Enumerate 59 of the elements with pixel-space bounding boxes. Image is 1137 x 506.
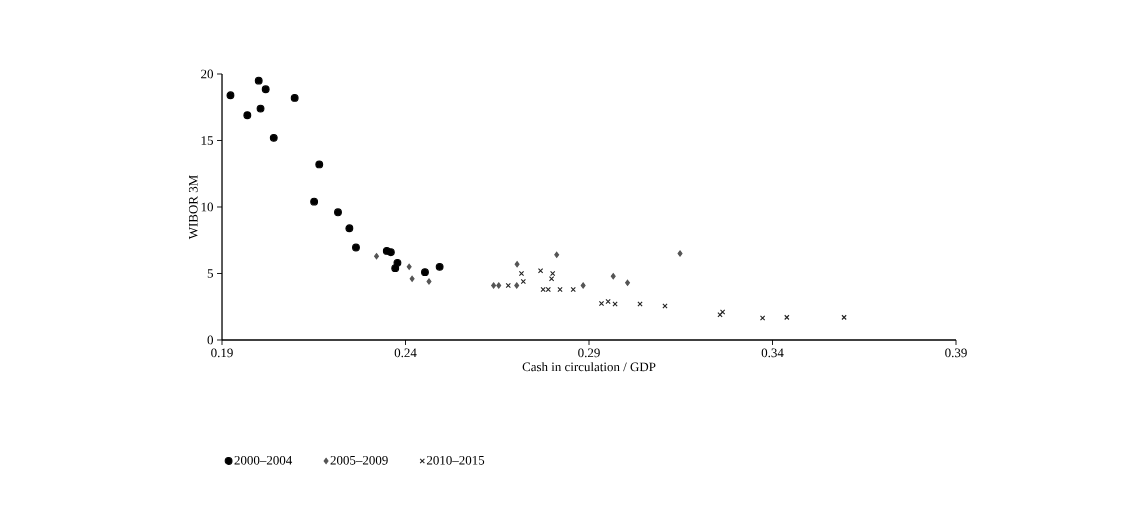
- x-axis-title: Cash in circulation / GDP: [522, 362, 656, 372]
- point: [605, 298, 611, 305]
- point: [261, 85, 270, 94]
- y-tick-label: 20: [201, 69, 214, 79]
- x-tick-label: 0.19: [211, 348, 233, 358]
- point: [496, 282, 502, 289]
- legend-label: 2005–2009: [330, 455, 388, 465]
- point: [610, 273, 616, 280]
- point: [310, 197, 319, 206]
- point: [435, 262, 444, 271]
- legend-label: 2000–2004: [234, 455, 293, 465]
- point: [426, 278, 432, 285]
- point: [598, 300, 605, 307]
- x-tick-label: 0.34: [761, 348, 784, 358]
- point: [406, 263, 412, 270]
- point: [409, 275, 415, 282]
- point: [557, 286, 563, 293]
- x-tick-label: 0.24: [394, 348, 417, 358]
- y-tick-label: 0: [207, 335, 214, 345]
- point: [514, 282, 520, 289]
- point: [334, 208, 342, 217]
- point: [520, 278, 526, 285]
- point: [570, 286, 576, 293]
- point: [759, 315, 766, 321]
- point: [393, 258, 402, 267]
- point: [374, 253, 380, 260]
- point: [537, 268, 544, 274]
- point: [841, 314, 847, 321]
- point: [784, 314, 790, 321]
- point: [662, 303, 668, 309]
- y-tick-label: 15: [201, 136, 213, 145]
- point: [505, 282, 511, 289]
- point: [352, 243, 360, 252]
- point: [315, 160, 324, 169]
- point: [345, 224, 354, 233]
- x-tick-label: 0.39: [945, 348, 967, 358]
- point: [637, 301, 643, 307]
- y-tick-label: 5: [207, 269, 213, 278]
- point: [386, 248, 395, 257]
- point: [612, 301, 618, 307]
- point: [514, 261, 520, 268]
- point: [243, 111, 252, 120]
- x-tick-label: 0.29: [578, 348, 600, 358]
- y-tick-label: 10: [201, 202, 214, 212]
- point: [554, 251, 560, 259]
- point: [421, 268, 429, 277]
- y-axis-title: WIBOR 3M: [188, 175, 198, 240]
- point: [269, 133, 278, 142]
- point: [256, 104, 265, 113]
- point: [548, 276, 555, 282]
- point: [254, 76, 263, 85]
- point: [290, 93, 299, 102]
- legend-label: 2010–2015: [426, 455, 485, 465]
- point: [625, 279, 631, 286]
- point: [491, 282, 497, 289]
- point: [226, 91, 235, 100]
- point: [677, 250, 683, 257]
- point: [580, 282, 586, 289]
- point: [550, 270, 556, 277]
